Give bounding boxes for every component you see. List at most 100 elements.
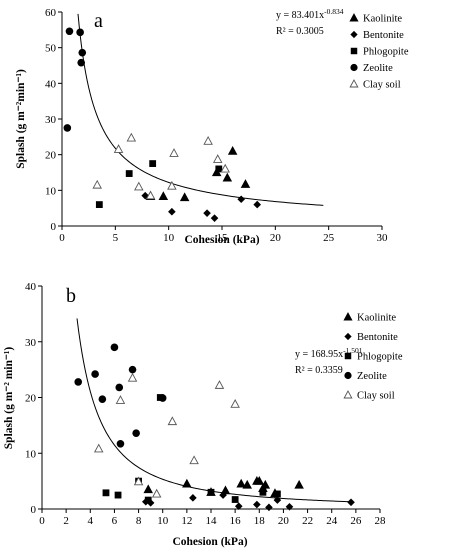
chart-a-point-bentonite <box>211 214 219 222</box>
chart-b-x-tick-label: 12 <box>181 515 192 527</box>
chart-a-legend-marker-bentonite <box>350 31 357 38</box>
svg-text:y = 168.95x-1.501: y = 168.95x-1.501 <box>295 346 363 360</box>
chart-b-point-zeolite <box>91 370 99 378</box>
chart-b-legend: Kaolinite Bentonite Phlogopite Zeolite Clay … <box>344 313 403 402</box>
chart-b-r2: R² = 0.3359 <box>295 365 343 376</box>
chart-b-point-clay-soil <box>215 381 223 388</box>
chart-a-legend-label-zeolite: Zeolite <box>363 63 393 74</box>
chart-a: a 0 5 10 15 20 25 30 0 10 20 30 40 50 60 Cohesion (k… <box>15 7 409 246</box>
chart-a-point-zeolite <box>66 27 74 35</box>
chart-a-y-tick-label: 40 <box>45 78 57 90</box>
chart-b-x-tick-label: 16 <box>230 515 242 527</box>
chart-a-point-clay-soil <box>204 137 212 144</box>
chart-b-point-zeolite <box>99 395 107 403</box>
chart-b-x-tick-label: 4 <box>88 515 94 527</box>
chart-b-x-tick-label: 28 <box>375 515 387 527</box>
chart-a-y-axis-label: Splash (g m⁻²min⁻¹) <box>15 69 27 169</box>
chart-a-point-bentonite <box>253 201 261 209</box>
chart-b-point-bentonite <box>265 504 273 512</box>
chart-a-point-phlogopite <box>149 160 156 167</box>
chart-b-point-zeolite <box>159 394 167 402</box>
chart-a-legend-marker-zeolite <box>350 64 357 71</box>
chart-b-legend-marker-clay-soil <box>344 391 352 398</box>
chart-b-point-zeolite <box>115 384 123 392</box>
chart-b-point-clay-soil <box>116 396 124 403</box>
chart-b-point-kaolinite <box>144 485 152 492</box>
chart-a-point-kaolinite <box>223 174 231 181</box>
chart-a-point-clay-soil <box>221 165 229 172</box>
chart-b-point-zeolite <box>111 344 119 352</box>
chart-b-y-tick-label: 0 <box>31 504 37 516</box>
chart-b-x-tick-label: 24 <box>326 515 338 527</box>
chart-a-points <box>64 27 261 221</box>
chart-a-point-kaolinite <box>229 147 237 154</box>
chart-b-x-tick-label: 18 <box>254 515 266 527</box>
chart-a-y-ticks: 0102030405060 <box>45 7 62 233</box>
chart-a-r2: R² = 0.3005 <box>276 26 324 37</box>
chart-b-point-kaolinite <box>243 481 251 488</box>
chart-a-y-tick-label: 10 <box>45 185 57 197</box>
chart-b-point-kaolinite <box>295 481 303 488</box>
chart-a-y-tick-label: 0 <box>51 221 57 233</box>
chart-b-legend-label-bentonite: Bentonite <box>357 332 398 343</box>
chart-b-point-phlogopite <box>232 496 239 503</box>
chart-a-point-phlogopite <box>126 170 133 177</box>
chart-b-x-tick-label: 6 <box>112 515 118 527</box>
chart-b-y-tick-label: 40 <box>25 281 37 293</box>
chart-a-point-bentonite <box>237 195 245 203</box>
chart-b-legend-marker-kaolinite <box>344 313 352 320</box>
chart-a-point-clay-soil <box>214 155 222 162</box>
chart-b-x-tick-label: 20 <box>278 515 290 527</box>
chart-b-x-axis-label: Cohesion (kPa) <box>172 536 247 548</box>
chart-b-point-phlogopite <box>145 497 152 504</box>
chart-b-x-ticks: 0 2 4 6 8 10 12 14 16 18 20 22 24 26 28 <box>39 509 386 527</box>
chart-b-x-tick-label: 26 <box>350 515 362 527</box>
chart-b-point-kaolinite <box>183 480 191 487</box>
chart-a-y-tick-label: 60 <box>45 7 57 19</box>
chart-a-x-tick-label: 10 <box>163 232 175 244</box>
chart-b-point-bentonite <box>189 494 197 502</box>
chart-b-point-bentonite <box>347 499 355 507</box>
chart-a-equation-text: y = 83.401x <box>276 10 324 21</box>
chart-b-point-bentonite <box>253 501 261 509</box>
chart-b-point-clay-soil <box>168 417 176 424</box>
chart-a-legend-marker-phlogopite <box>351 48 357 54</box>
chart-a-point-clay-soil <box>93 181 101 188</box>
chart-b-point-clay-soil <box>190 456 198 463</box>
chart-b-legend-marker-zeolite <box>344 372 351 379</box>
chart-b-x-tick-label: 0 <box>39 515 45 527</box>
chart-b-point-clay-soil <box>95 445 103 452</box>
chart-b-x-tick-label: 22 <box>302 515 313 527</box>
chart-b-y-tick-label: 20 <box>25 393 37 405</box>
chart-b-point-zeolite <box>117 440 125 448</box>
chart-b-point-clay-soil <box>153 490 161 497</box>
chart-a-equation-exponent: -0.834 <box>324 7 344 16</box>
chart-a-legend-label-bentonite: Bentonite <box>363 30 404 41</box>
chart-a-trend-line <box>78 14 323 205</box>
chart-b-point-phlogopite <box>103 489 110 496</box>
chart-b-y-ticks: 0 10 20 30 40 <box>25 281 42 516</box>
chart-b-equation-text: y = 168.95x <box>295 349 343 360</box>
chart-a-x-tick-label: 30 <box>377 232 389 244</box>
chart-b-legend-marker-bentonite <box>344 333 351 340</box>
chart-a-legend-label-phlogopite: Phlogopite <box>363 47 409 58</box>
chart-a-point-zeolite <box>78 49 86 57</box>
chart-a-point-kaolinite <box>159 192 167 199</box>
chart-a-equation: y = 83.401x-0.834 R² = 0.3005 <box>276 7 344 37</box>
chart-a-legend-label-clay-soil: Clay soil <box>363 80 401 91</box>
chart-a-x-tick-label: 25 <box>323 232 335 244</box>
chart-a-point-bentonite <box>168 208 176 216</box>
chart-b-point-phlogopite <box>208 489 215 496</box>
chart-b-legend-label-phlogopite: Phlogopite <box>357 352 403 363</box>
chart-a-legend: Kaolinite Bentonite Phlogopite Zeolite Clay … <box>350 14 409 91</box>
chart-b-point-clay-soil <box>231 400 239 407</box>
chart-b-legend-label-clay-soil: Clay soil <box>357 391 395 402</box>
chart-b-legend-label-zeolite: Zeolite <box>357 371 387 382</box>
chart-b-equation: y = 168.95x-1.501 R² = 0.3359 <box>295 346 363 376</box>
chart-b-point-phlogopite <box>260 489 267 496</box>
chart-a-y-tick-label: 20 <box>45 150 57 162</box>
chart-a-legend-label-kaolinite: Kaolinite <box>363 14 402 25</box>
chart-b-y-axis-label: Splash (g m⁻² min⁻¹) <box>3 347 15 450</box>
